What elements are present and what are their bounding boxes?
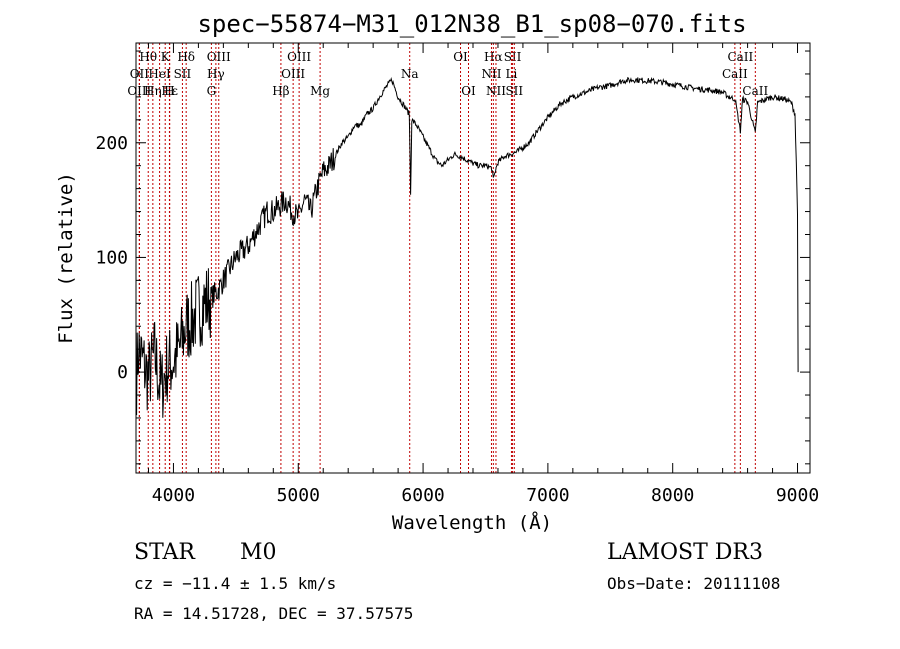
line-marker-label: H	[164, 84, 174, 98]
object-subclass: M0	[240, 540, 277, 565]
observation-date: Obs−Date: 20111108	[607, 574, 781, 593]
line-marker-label: Hγ	[207, 67, 225, 81]
line-marker-label: SII	[174, 67, 192, 81]
line-marker-label: G	[207, 84, 217, 98]
line-marker-label: OIII	[287, 50, 311, 64]
line-marker-label: SII	[504, 50, 522, 64]
line-marker-label: SII	[505, 84, 523, 98]
line-marker-label: NII	[481, 67, 501, 81]
line-marker-label: CaII	[727, 50, 753, 64]
line-marker-label: CaII	[722, 67, 748, 81]
spectrum-chart: spec−55874−M31_012N38_B1_sp08−070.fits H…	[55, 10, 819, 534]
x-axis: 4000 5000 6000 7000 8000 9000	[147, 43, 819, 506]
x-tick-label: 4000	[152, 485, 195, 506]
y-tick-label: 200	[95, 133, 128, 154]
line-marker-label: Mg	[310, 84, 330, 98]
y-tick-label: 100	[95, 247, 128, 268]
line-marker-label: Hθ	[139, 50, 157, 64]
redshift-velocity: cz = −11.4 ± 1.5 km/s	[134, 574, 337, 593]
survey-name: LAMOST DR3	[607, 540, 763, 565]
line-markers: HθOIIOIIIHηKHeIHεHSIIHδOIIIHγGHβOIIIOIII…	[127, 43, 768, 473]
line-marker-label: OI	[453, 50, 468, 64]
x-tick-label: 8000	[651, 485, 694, 506]
coordinates: RA = 14.51728, DEC = 37.57575	[134, 604, 414, 623]
x-tick-label: 6000	[401, 485, 444, 506]
x-tick-label: 9000	[776, 485, 819, 506]
y-axis-label: Flux (relative)	[55, 172, 77, 344]
series-line-flux	[135, 76, 799, 418]
line-marker-label: OIII	[127, 84, 151, 98]
line-marker-label: Hα	[484, 50, 503, 64]
series-group	[135, 76, 799, 418]
line-marker-label: CaII	[742, 84, 768, 98]
line-marker-label: OIII	[207, 50, 231, 64]
x-tick-label: 5000	[277, 485, 320, 506]
line-marker-label: Hη	[144, 84, 162, 98]
line-marker-label: Li	[506, 67, 518, 81]
line-marker-label: NII	[486, 84, 506, 98]
line-marker-label: HeI	[148, 67, 171, 81]
y-axis: 0 100 200	[95, 50, 810, 465]
chart-title: spec−55874−M31_012N38_B1_sp08−070.fits	[197, 10, 746, 38]
x-tick-label: 7000	[526, 485, 569, 506]
line-marker-label: OI	[461, 84, 476, 98]
x-axis-label: Wavelength (Å)	[392, 511, 552, 534]
line-marker-label: K	[161, 50, 171, 64]
line-marker-label: Na	[401, 67, 419, 81]
line-marker-label: Hδ	[177, 50, 195, 64]
object-type: STAR	[134, 540, 195, 565]
y-tick-label: 0	[117, 362, 128, 383]
line-marker-label: OIII	[281, 67, 305, 81]
line-marker-label: Hβ	[272, 84, 289, 98]
